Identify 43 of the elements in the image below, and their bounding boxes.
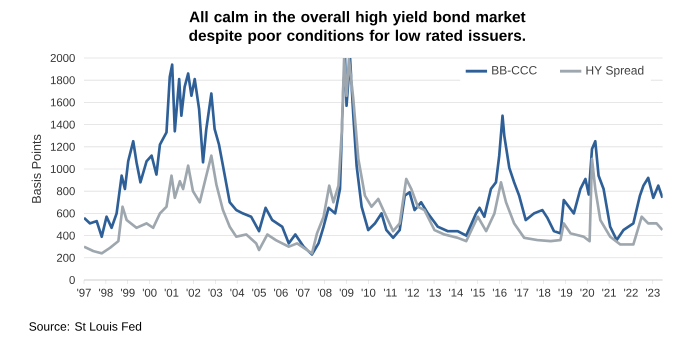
x-tick-label: '06 bbox=[274, 288, 288, 297]
y-tick-label: 1400 bbox=[50, 120, 75, 129]
x-tick-label: '11 bbox=[384, 288, 397, 296]
x-tick-label: '12 bbox=[405, 288, 419, 297]
x-tick-label: '07 bbox=[296, 288, 310, 297]
x-tick-label: '15 bbox=[471, 288, 485, 297]
y-tick-label: 2000 bbox=[50, 54, 75, 62]
y-tick-label: 1800 bbox=[50, 76, 75, 84]
x-tick-label: '19 bbox=[558, 288, 572, 297]
legend-label: BB-CCC bbox=[492, 66, 537, 74]
x-tick-label: '99 bbox=[120, 288, 135, 297]
x-tick-label: '04 bbox=[230, 288, 244, 297]
x-tick-label: '02 bbox=[186, 288, 200, 297]
y-tick-label: 1000 bbox=[50, 164, 75, 173]
y-axis-title: Basis Points bbox=[32, 134, 41, 203]
x-tick-label: '22 bbox=[624, 288, 638, 297]
source-note: Source: St Louis Fed bbox=[29, 322, 142, 331]
x-tick-label: '97 bbox=[77, 288, 91, 297]
x-tick-label: '17 bbox=[514, 288, 528, 296]
y-tick-label: 200 bbox=[56, 254, 75, 262]
y-tick-label: 800 bbox=[56, 187, 75, 196]
y-tick-label: 0 bbox=[69, 276, 75, 284]
chart-title: All calm in the overall high yield bond market despite poor conditions for low rated issuers. bbox=[189, 11, 526, 44]
y-tick-label: 400 bbox=[56, 232, 75, 240]
x-tick-label: '01 bbox=[164, 288, 178, 297]
x-tick-label: '10 bbox=[362, 288, 376, 297]
x-tick-label: '98 bbox=[99, 288, 113, 297]
y-tick-label: 600 bbox=[56, 209, 75, 218]
x-tick-label: '08 bbox=[318, 288, 332, 297]
x-tick-label: '00 bbox=[142, 288, 157, 297]
legend-label: HY Spread bbox=[586, 66, 644, 77]
x-tick-label: '18 bbox=[536, 288, 550, 297]
x-tick-label: '14 bbox=[449, 288, 463, 296]
x-tick-label: '05 bbox=[252, 288, 266, 297]
x-tick-label: '16 bbox=[492, 288, 507, 297]
y-tick-label: 1200 bbox=[50, 142, 75, 151]
x-tick-label: '13 bbox=[427, 288, 441, 297]
x-tick-label: '09 bbox=[340, 288, 354, 297]
x-tick-label: '23 bbox=[646, 288, 660, 297]
y-tick-label: 1600 bbox=[50, 98, 75, 106]
x-tick-label: '21 bbox=[602, 288, 616, 297]
x-tick-label: '20 bbox=[580, 288, 594, 297]
x-tick-label: '03 bbox=[208, 288, 222, 297]
